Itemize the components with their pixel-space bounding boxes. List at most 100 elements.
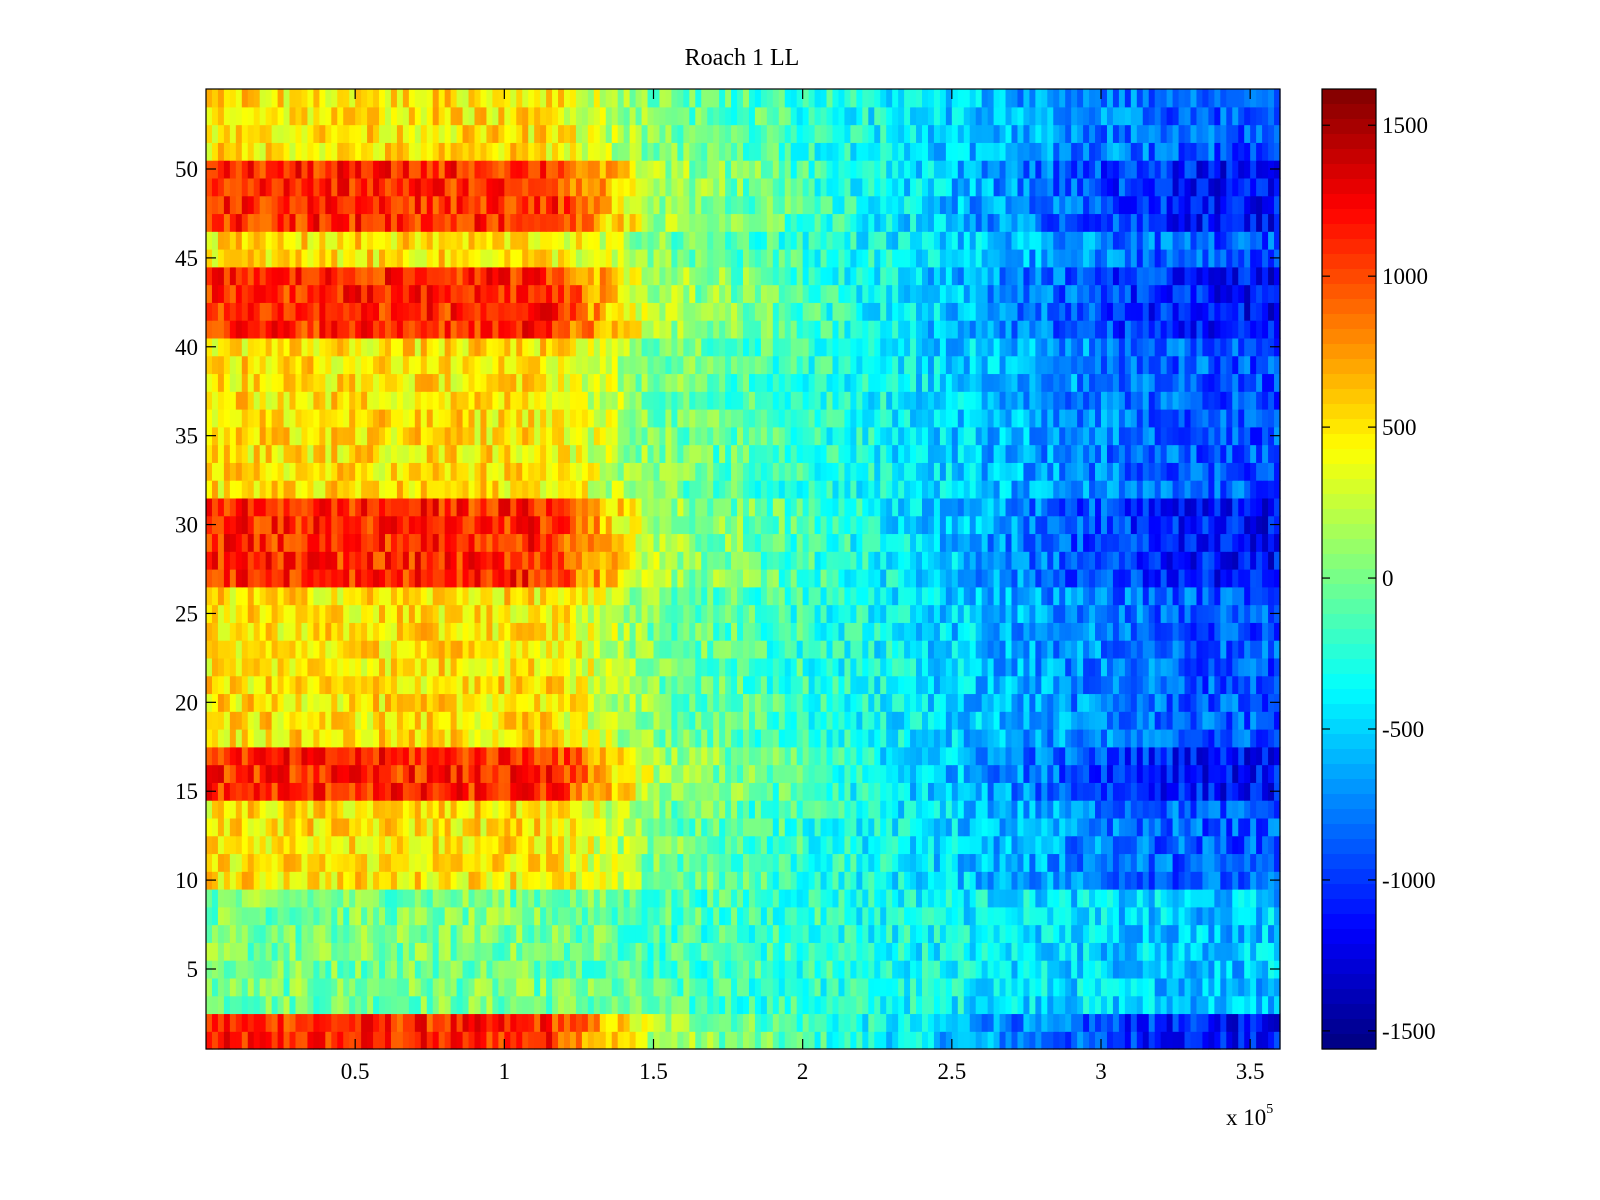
heatmap-cell	[1130, 746, 1138, 766]
heatmap-cell	[1250, 942, 1257, 961]
heatmap-cell	[206, 586, 213, 606]
heatmap-cell	[337, 960, 344, 979]
heatmap-cell	[910, 924, 917, 943]
heatmap-cell	[229, 622, 237, 641]
heatmap-cell	[963, 622, 971, 641]
heatmap-cell	[367, 551, 374, 570]
heatmap-cell	[1214, 675, 1221, 695]
heatmap-cell	[766, 782, 774, 801]
heatmap-cell	[492, 640, 499, 659]
heatmap-cell	[939, 871, 947, 890]
heatmap-cell	[904, 906, 911, 926]
heatmap-cell	[1172, 586, 1180, 606]
heatmap-cell	[492, 977, 499, 997]
heatmap-cell	[635, 640, 643, 659]
heatmap-cell	[623, 782, 631, 801]
heatmap-cell	[993, 977, 1001, 997]
heatmap-cell	[349, 960, 356, 979]
heatmap-cell	[1154, 1031, 1162, 1050]
heatmap-cell	[534, 693, 541, 712]
heatmap-cell	[677, 1031, 684, 1050]
heatmap-cell	[414, 693, 422, 712]
heatmap-cell	[259, 693, 267, 712]
heatmap-cell	[629, 817, 637, 837]
heatmap-cell	[1178, 800, 1186, 819]
heatmap-cell	[534, 729, 541, 748]
heatmap-cell	[385, 853, 392, 872]
heatmap-cell	[737, 853, 744, 872]
heatmap-cell	[671, 1031, 678, 1050]
heatmap-cell	[737, 817, 744, 837]
heatmap-cell	[1244, 569, 1251, 588]
heatmap-cell	[927, 586, 935, 606]
heatmap-cell	[349, 764, 356, 783]
heatmap-cell	[832, 764, 840, 783]
heatmap-cell	[838, 711, 846, 730]
heatmap-cell	[826, 906, 834, 926]
heatmap-cell	[957, 817, 965, 837]
heatmap-cell	[1106, 835, 1114, 855]
heatmap-cell	[319, 835, 326, 855]
heatmap-cell	[880, 1013, 887, 1032]
heatmap-cell	[402, 657, 410, 677]
heatmap-cell	[1244, 924, 1251, 943]
heatmap-cell	[1071, 853, 1078, 872]
heatmap-cell	[838, 995, 846, 1015]
heatmap-cell	[653, 746, 661, 766]
heatmap-cell	[975, 977, 983, 997]
heatmap-cell	[450, 1031, 458, 1050]
heatmap-cell	[892, 1031, 899, 1050]
heatmap-cell	[355, 995, 362, 1015]
heatmap-cell	[647, 835, 655, 855]
heatmap-cell	[552, 657, 559, 677]
heatmap-cell	[719, 871, 726, 890]
heatmap-cell	[301, 604, 309, 623]
heatmap-cell	[892, 960, 899, 979]
heatmap-cell	[396, 942, 404, 961]
heatmap-cell	[510, 835, 517, 855]
heatmap-cell	[1256, 622, 1263, 641]
heatmap-cell	[886, 693, 893, 712]
heatmap-cell	[892, 746, 899, 766]
heatmap-cell	[838, 960, 846, 979]
heatmap-cell	[1017, 906, 1025, 926]
heatmap-cell	[951, 711, 959, 730]
heatmap-cell	[671, 711, 678, 730]
heatmap-cell	[957, 569, 965, 588]
heatmap-cell	[247, 960, 255, 979]
heatmap-cell	[313, 942, 320, 961]
heatmap-cell	[617, 977, 625, 997]
heatmap-cell	[474, 995, 482, 1015]
heatmap-cell	[862, 1031, 869, 1050]
heatmap-cell	[581, 835, 589, 855]
heatmap-cell	[868, 835, 875, 855]
heatmap-cell	[635, 657, 643, 677]
heatmap-cell	[1112, 586, 1120, 606]
heatmap-cell	[546, 817, 553, 837]
heatmap-cell	[450, 604, 458, 623]
heatmap-cell	[951, 942, 959, 961]
heatmap-cell	[808, 835, 816, 855]
heatmap-cell	[1160, 622, 1168, 641]
heatmap-cell	[772, 782, 780, 801]
heatmap-cell	[510, 960, 517, 979]
heatmap-cell	[904, 693, 911, 712]
heatmap-cell	[754, 569, 762, 588]
heatmap-cell	[1005, 729, 1013, 748]
heatmap-cell	[999, 1013, 1007, 1032]
heatmap-cell	[438, 853, 446, 872]
heatmap-cell	[987, 569, 995, 588]
heatmap-cell	[319, 711, 326, 730]
heatmap-cell	[838, 889, 846, 908]
heatmap-cell	[349, 551, 356, 570]
heatmap-cell	[1077, 835, 1084, 855]
heatmap-cell	[575, 924, 583, 943]
heatmap-cell	[975, 711, 983, 730]
heatmap-cell	[307, 675, 314, 695]
heatmap-cell	[402, 764, 410, 783]
heatmap-cell	[498, 977, 505, 997]
heatmap-cell	[379, 586, 386, 606]
heatmap-cell	[361, 569, 368, 588]
heatmap-cell	[373, 889, 380, 908]
heatmap-cell	[587, 995, 595, 1015]
